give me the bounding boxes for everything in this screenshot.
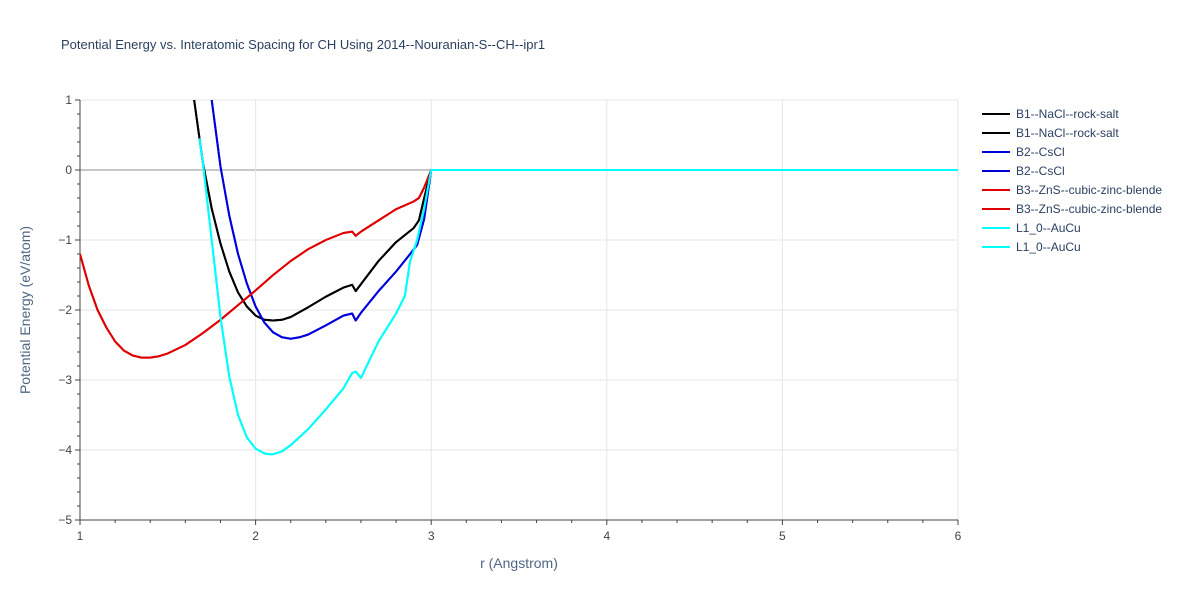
legend-item[interactable]: B3--ZnS--cubic-zinc-blende	[982, 183, 1162, 197]
series-line-2	[193, 100, 958, 322]
legend: B1--NaCl--rock-salt B1--NaCl--rock-salt B2…	[982, 107, 1162, 254]
legend-item[interactable]: B2--CsCl	[982, 164, 1065, 178]
series-layer	[80, 100, 958, 456]
series-line-3	[210, 100, 958, 340]
y-tick-label: −4	[58, 443, 72, 457]
legend-item[interactable]: B2--CsCl	[982, 145, 1065, 159]
axis-layer: 1 2 3 4 5 6 1 0 −1 −2 −3 −4 −5	[58, 93, 961, 543]
y-tick-label: −1	[58, 233, 72, 247]
legend-item[interactable]: B3--ZnS--cubic-zinc-blende	[982, 202, 1162, 216]
legend-item[interactable]: L1_0--AuCu	[982, 240, 1081, 254]
x-tick-label: 2	[252, 529, 259, 543]
legend-label: B1--NaCl--rock-salt	[1016, 126, 1119, 140]
legend-label: B1--NaCl--rock-salt	[1016, 107, 1119, 121]
legend-item[interactable]: B1--NaCl--rock-salt	[982, 107, 1119, 121]
legend-label: L1_0--AuCu	[1016, 240, 1081, 254]
y-tick-label: −2	[58, 303, 72, 317]
y-tick-label: 0	[65, 163, 72, 177]
series-line-7	[198, 138, 958, 456]
y-axis-title: Potential Energy (eV/atom)	[17, 226, 33, 394]
x-tick-label: 5	[779, 529, 786, 543]
y-tick-label: −3	[58, 373, 72, 387]
series-line-1	[193, 100, 958, 322]
x-tick-label: 3	[428, 529, 435, 543]
legend-label: B2--CsCl	[1016, 164, 1065, 178]
x-tick-label: 4	[603, 529, 610, 543]
legend-label: L1_0--AuCu	[1016, 221, 1081, 235]
grid-layer	[80, 99, 959, 520]
series-line-6	[80, 169, 958, 359]
legend-item[interactable]: B1--NaCl--rock-salt	[982, 126, 1119, 140]
chart-title: Potential Energy vs. Interatomic Spacing…	[61, 37, 545, 52]
x-tick-label: 1	[77, 529, 84, 543]
x-tick-label: 6	[955, 529, 962, 543]
series-line-4	[210, 100, 958, 340]
y-tick-label: 1	[65, 93, 72, 107]
x-axis-title: r (Angstrom)	[480, 555, 558, 571]
legend-label: B3--ZnS--cubic-zinc-blende	[1016, 202, 1162, 216]
series-line-5	[80, 169, 958, 359]
legend-label: B3--ZnS--cubic-zinc-blende	[1016, 183, 1162, 197]
y-tick-label: −5	[58, 513, 72, 527]
legend-label: B2--CsCl	[1016, 145, 1065, 159]
legend-item[interactable]: L1_0--AuCu	[982, 221, 1081, 235]
series-line-8	[198, 138, 958, 456]
